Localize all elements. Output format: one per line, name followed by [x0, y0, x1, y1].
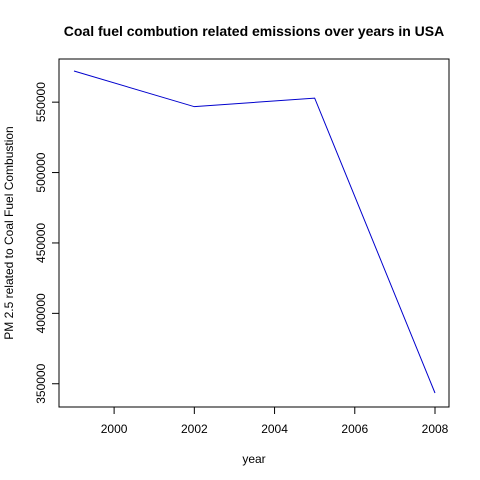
x-tick-label: 2002 [181, 422, 208, 436]
x-tick-label: 2008 [422, 422, 449, 436]
y-tick-label: 400000 [34, 293, 48, 333]
x-tick-label: 2000 [101, 422, 128, 436]
series-line [73, 70, 436, 394]
y-tick-label: 450000 [34, 223, 48, 263]
x-tick-label: 2004 [261, 422, 288, 436]
y-tick-label: 550000 [34, 82, 48, 122]
x-tick-label: 2006 [341, 422, 368, 436]
y-tick-label: 500000 [34, 152, 48, 192]
y-axis-label: PM 2.5 related to Coal Fuel Combustion [2, 126, 16, 339]
y-tick-label: 350000 [34, 363, 48, 403]
plot-frame [58, 58, 450, 408]
x-axis-label: year [242, 452, 265, 466]
y-axis: 350000 400000 450000 500000 550000 [34, 82, 59, 404]
series-layer [73, 70, 436, 394]
chart-title: Coal fuel combution related emissions ov… [64, 23, 444, 39]
x-axis: 2000 2002 2004 2006 2008 [101, 407, 449, 436]
